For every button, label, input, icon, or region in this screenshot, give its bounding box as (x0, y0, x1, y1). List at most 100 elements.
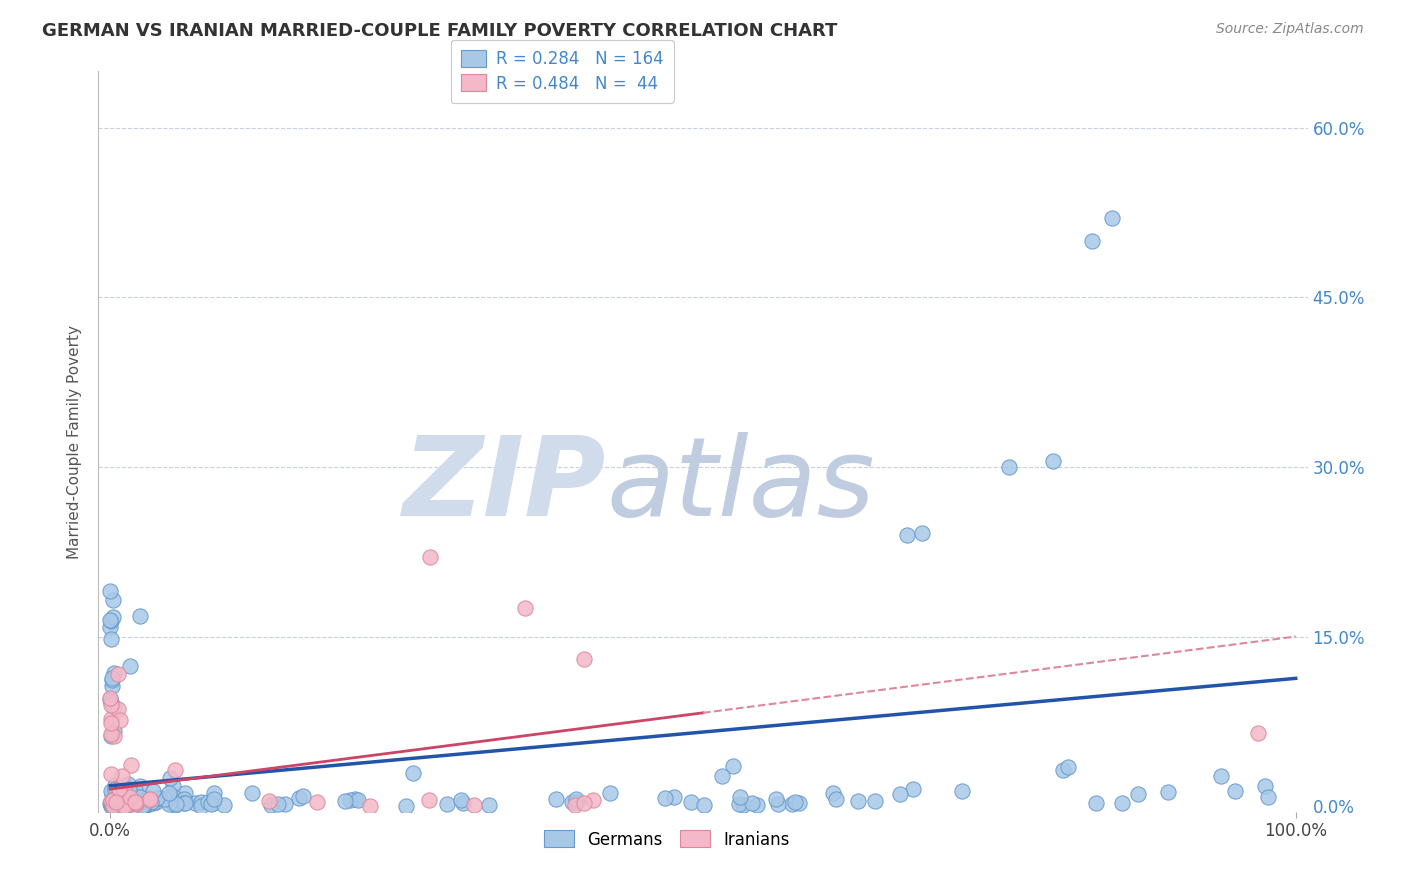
Point (104, 787, 127, 801)
Point (202, 792, 225, 806)
Point (572, 796, 595, 810)
Point (103, 729, 125, 743)
Point (114, 795, 136, 809)
Point (124, 782, 146, 797)
Point (101, 799, 124, 814)
Point (727, 797, 749, 811)
Point (117, 777, 139, 791)
Point (139, 792, 162, 806)
Point (599, 786, 621, 800)
Point (112, 782, 135, 797)
Point (98, 691, 121, 706)
Point (201, 797, 224, 811)
Point (436, 797, 458, 812)
Point (103, 723, 125, 738)
Point (197, 795, 219, 809)
Point (780, 797, 803, 811)
Point (1157, 785, 1180, 799)
Point (115, 797, 138, 811)
Point (202, 786, 225, 800)
Point (723, 759, 745, 773)
Point (564, 797, 586, 812)
Point (896, 528, 918, 542)
Point (662, 790, 685, 805)
Point (173, 797, 195, 811)
Point (110, 797, 132, 811)
Point (128, 797, 150, 811)
Point (145, 795, 167, 809)
Point (100, 797, 122, 812)
Point (159, 789, 181, 804)
Point (453, 796, 475, 810)
Point (1057, 760, 1080, 774)
Point (190, 795, 212, 809)
Point (136, 797, 159, 812)
Point (148, 790, 170, 805)
Point (478, 797, 501, 812)
Point (136, 790, 159, 805)
Point (821, 786, 844, 800)
Point (110, 796, 132, 810)
Point (1247, 725, 1270, 739)
Point (998, 460, 1021, 475)
Point (100, 727, 122, 741)
Point (100, 798, 122, 813)
Point (565, 791, 588, 805)
Point (132, 797, 155, 811)
Text: GERMAN VS IRANIAN MARRIED-COUPLE FAMILY POVERTY CORRELATION CHART: GERMAN VS IRANIAN MARRIED-COUPLE FAMILY … (42, 22, 838, 40)
Point (903, 782, 925, 797)
Point (117, 792, 139, 806)
Point (347, 793, 370, 807)
Point (1052, 764, 1074, 778)
Point (100, 794, 122, 808)
Point (124, 795, 146, 809)
Point (173, 791, 195, 805)
Point (105, 792, 128, 806)
Point (1126, 787, 1149, 801)
Point (120, 757, 142, 772)
Point (132, 792, 155, 806)
Point (1111, 796, 1133, 810)
Point (693, 798, 716, 813)
Point (765, 792, 787, 806)
Point (162, 779, 184, 793)
Point (889, 787, 911, 801)
Point (104, 793, 127, 807)
Point (100, 691, 122, 706)
Point (105, 789, 128, 804)
Point (288, 790, 311, 805)
Point (139, 795, 162, 809)
Point (103, 794, 125, 808)
Point (98, 613, 121, 627)
Point (783, 795, 806, 809)
Point (162, 796, 184, 810)
Y-axis label: Married-Couple Family Poverty: Married-Couple Family Poverty (67, 325, 83, 558)
Point (134, 797, 156, 812)
Point (173, 786, 195, 800)
Point (120, 790, 142, 805)
Point (273, 797, 295, 812)
Point (125, 796, 148, 810)
Point (1081, 234, 1104, 248)
Text: atlas: atlas (606, 433, 875, 540)
Legend: Germans, Iranians: Germans, Iranians (537, 823, 796, 855)
Point (1211, 768, 1233, 782)
Point (463, 797, 485, 812)
Point (103, 610, 125, 624)
Point (118, 781, 141, 796)
Point (710, 769, 733, 783)
Point (159, 771, 181, 785)
Point (101, 671, 124, 685)
Point (257, 794, 280, 808)
Point (163, 789, 186, 804)
Point (121, 791, 143, 805)
Point (103, 797, 125, 811)
Point (240, 786, 263, 800)
Point (339, 793, 361, 807)
Point (100, 584, 122, 599)
Point (103, 593, 125, 607)
Point (121, 784, 143, 798)
Point (139, 796, 162, 810)
Point (681, 795, 703, 809)
Point (100, 766, 122, 780)
